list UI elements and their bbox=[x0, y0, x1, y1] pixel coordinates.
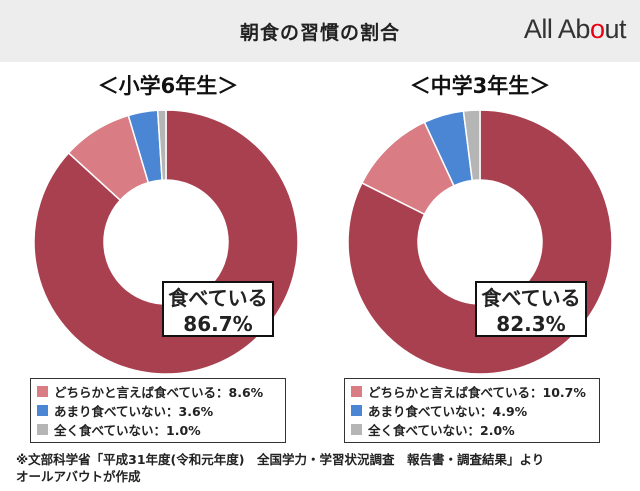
logo-text: All Ab bbox=[523, 14, 591, 44]
header-bar: 朝食の習慣の割合 All About bbox=[0, 0, 640, 62]
legend-swatch bbox=[351, 386, 362, 397]
footnote-line-2: オールアバウトが作成 bbox=[16, 469, 141, 484]
legend-item: どちらかと言えば食べている：8.6% bbox=[37, 382, 279, 401]
source-footnote: ※文部科学省「平成31年度(令和元年度) 全国学力・学習状況調査 報告書・調査結… bbox=[16, 451, 626, 485]
chart-title-elementary: ＜小学6年生＞ bbox=[97, 74, 239, 98]
donut-slice-3 bbox=[156, 110, 167, 181]
callout-value: 86.7% bbox=[183, 312, 253, 336]
legend-elementary: どちらかと言えば食べている：8.6% あまり食べていない：3.6% 全く食べてい… bbox=[30, 378, 286, 443]
callout-label: 食べている bbox=[481, 286, 581, 310]
legend-label: どちらかと言えば食べている：10.7% bbox=[368, 385, 586, 400]
legend-swatch bbox=[351, 405, 362, 416]
legend-junior-high: どちらかと言えば食べている：10.7% あまり食べていない：4.9% 全く食べて… bbox=[344, 378, 600, 443]
legend-item: あまり食べていない：3.6% bbox=[37, 401, 279, 420]
legend-label: どちらかと言えば食べている：8.6% bbox=[54, 385, 264, 400]
page-title: 朝食の習慣の割合 bbox=[239, 22, 400, 44]
callout-label: 食べている bbox=[168, 286, 268, 310]
chart-title-junior-high: ＜中学3年生＞ bbox=[409, 74, 551, 98]
callout-value: 82.3% bbox=[496, 312, 566, 336]
legend-label: 全く食べていない：2.0% bbox=[368, 423, 515, 438]
legend-swatch bbox=[37, 405, 48, 416]
donut-slice-3 bbox=[462, 110, 481, 182]
legend-item: 全く食べていない：1.0% bbox=[37, 420, 279, 439]
allabout-logo: All About bbox=[523, 14, 627, 45]
legend-item: どちらかと言えば食べている：10.7% bbox=[351, 382, 593, 401]
legend-item: あまり食べていない：4.9% bbox=[351, 401, 593, 420]
logo-text-end: ut bbox=[604, 14, 626, 44]
legend-label: あまり食べていない：4.9% bbox=[368, 404, 528, 419]
callout-elementary: 食べている 86.7% bbox=[162, 281, 274, 337]
legend-swatch bbox=[351, 424, 362, 435]
legend-label: あまり食べていない：3.6% bbox=[54, 404, 214, 419]
legend-swatch bbox=[37, 424, 48, 435]
legend-item: 全く食べていない：2.0% bbox=[351, 420, 593, 439]
legend-swatch bbox=[37, 386, 48, 397]
footnote-line-1: ※文部科学省「平成31年度(令和元年度) 全国学力・学習状況調査 報告書・調査結… bbox=[16, 452, 545, 467]
legend-label: 全く食べていない：1.0% bbox=[54, 423, 201, 438]
logo-dot: o bbox=[589, 14, 605, 44]
callout-junior-high: 食べている 82.3% bbox=[475, 281, 587, 337]
